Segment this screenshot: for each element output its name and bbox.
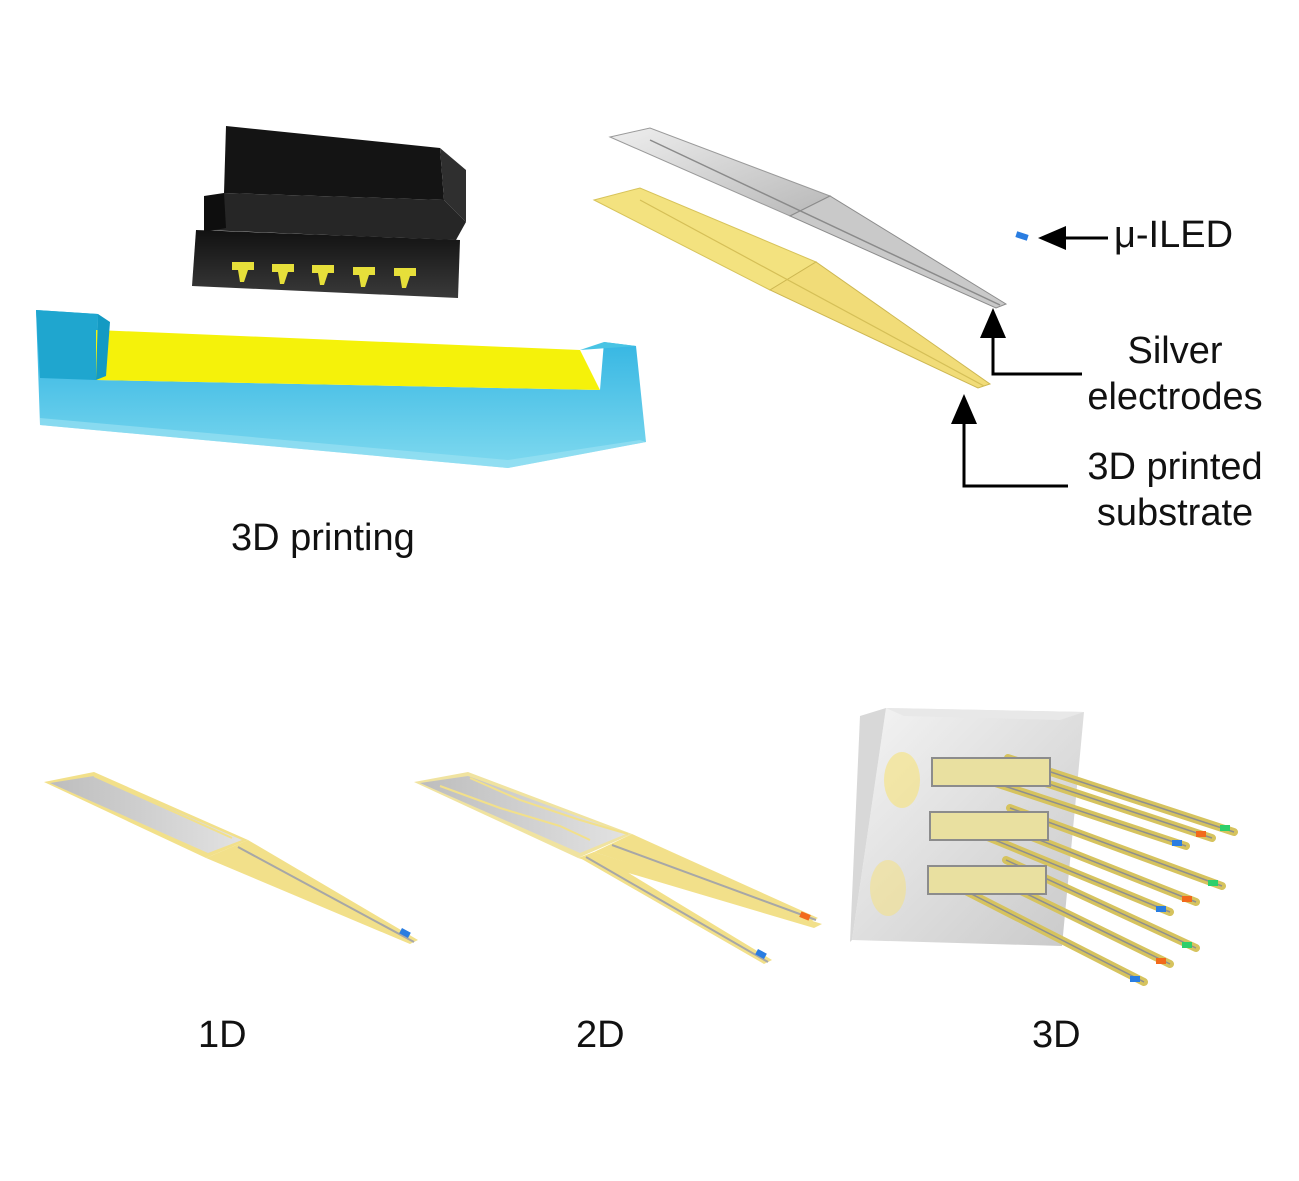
label-substrate-line2: substrate [1096, 492, 1254, 534]
uiled-chip [1015, 231, 1029, 241]
array-pads [927, 757, 1051, 895]
label-silver-line1: Silver [1127, 330, 1223, 372]
label-1d: 1D [198, 1014, 247, 1056]
label-uiled: μ-ILED [1114, 214, 1234, 256]
label-3d-printing: 3D printing [231, 517, 415, 559]
label-2d: 2D [576, 1014, 625, 1056]
print-head-nozzles [232, 262, 416, 288]
probe-2d [414, 772, 822, 964]
probe-3d-array [850, 708, 1238, 986]
label-3d: 3D [1032, 1014, 1081, 1056]
silver-electrode-layer [608, 127, 1008, 309]
callout-arrows [951, 226, 1108, 488]
probe-1d [44, 772, 418, 944]
array-leds [1130, 825, 1230, 982]
resin-layer [96, 330, 600, 390]
resin-vat [36, 310, 646, 468]
substrate-layer [592, 187, 992, 389]
label-substrate-line1: 3D printed [1087, 446, 1263, 488]
print-head [192, 126, 466, 298]
label-silver-line2: electrodes [1087, 376, 1263, 418]
